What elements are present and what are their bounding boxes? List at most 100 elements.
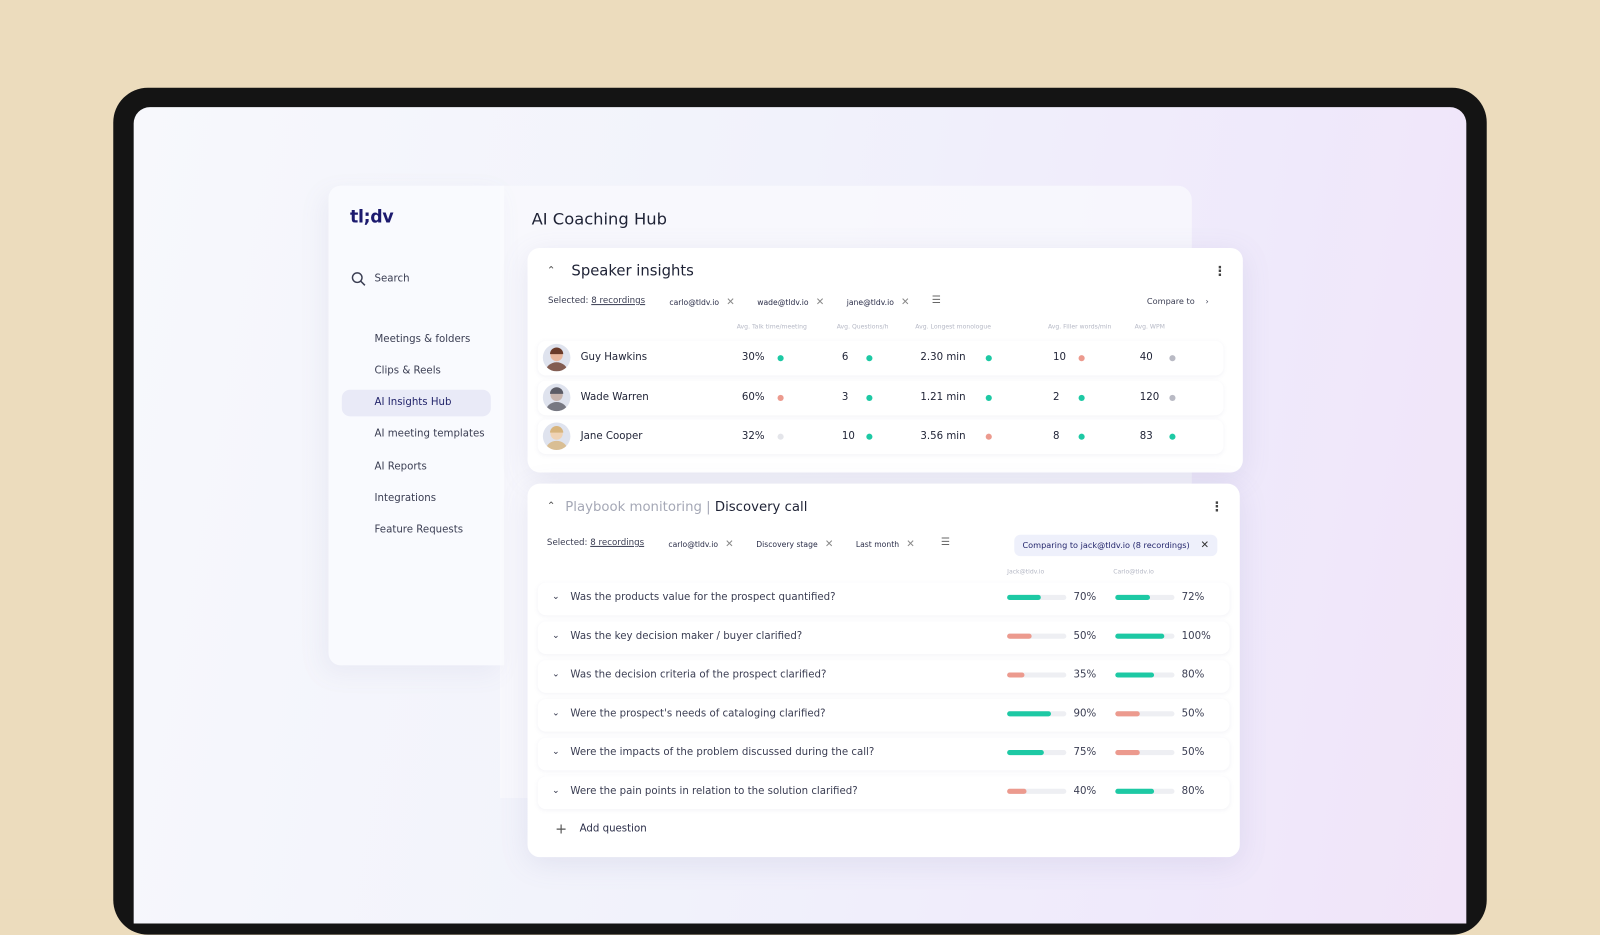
section-label: Playbook monitoring [565, 499, 702, 516]
expand-chevron-icon[interactable]: ⌄ [552, 630, 560, 641]
more-options-icon[interactable]: ⋮ [1210, 499, 1224, 516]
metric-value: 30% [741, 352, 765, 364]
speaker-row[interactable]: Guy Hawkins 30% 6 2.30 min 10 40 [537, 340, 1224, 376]
remove-chip-icon[interactable]: ✕ [906, 538, 915, 550]
question-row[interactable]: ⌄ Was the key decision maker / buyer clar… [537, 621, 1230, 654]
score-bar [1007, 594, 1067, 600]
column-header: Avg. Filler words/min [1047, 323, 1112, 331]
metric-value: 60% [741, 391, 765, 403]
filter-chip[interactable]: wade@tldv.io ✕ [757, 297, 824, 308]
filter-chip[interactable]: jane@tldv.io ✕ [847, 297, 910, 308]
selected-recordings: Selected: 8 recordings [548, 296, 645, 306]
selected-label: Selected: [546, 537, 588, 548]
add-question-label: Add question [579, 823, 647, 835]
score-bar [1007, 672, 1067, 678]
metric-value: 8 [1053, 431, 1060, 443]
compare-to-button[interactable]: Compare to › [1147, 297, 1209, 306]
column-header: Avg. Talk time/meeting [736, 323, 807, 331]
expand-chevron-icon[interactable]: ⌄ [552, 785, 560, 796]
status-dot [1169, 355, 1176, 362]
avatar [542, 383, 571, 411]
speaker-name: Jane Cooper [580, 431, 643, 443]
status-dot [985, 394, 992, 401]
question-row[interactable]: ⌄ Were the pain points in relation to the… [537, 776, 1230, 809]
filter-icon[interactable]: ☰ [940, 536, 950, 548]
report-icon [352, 460, 365, 473]
status-dot [866, 355, 873, 362]
logo[interactable]: tl;dv [349, 207, 394, 228]
more-options-icon[interactable]: ⋮ [1213, 264, 1227, 280]
video-camera-icon [352, 332, 365, 345]
add-question-button[interactable]: + Add question [538, 814, 1230, 847]
comparing-badge[interactable]: Comparing to jack@tldv.io (8 recordings)… [1014, 533, 1218, 557]
sidebar-item-ai-insights-hub[interactable]: AI Insights Hub [341, 389, 491, 416]
remove-chip-icon[interactable]: ✕ [725, 538, 734, 550]
sidebar-item-integrations[interactable]: Integrations [342, 485, 491, 512]
score-percent: 35% [1073, 669, 1097, 681]
sidebar-item-feature-requests[interactable]: Feature Requests [342, 517, 491, 544]
speaker-row[interactable]: Jane Cooper 32% 10 3.56 min 8 83 [537, 419, 1224, 455]
status-dot [1078, 355, 1085, 362]
recordings-link[interactable]: 8 recordings [591, 295, 646, 307]
filter-chip[interactable]: Last month ✕ [856, 539, 915, 550]
status-dot [777, 355, 784, 362]
score-bar [1115, 749, 1175, 755]
remove-chip-icon[interactable]: ✕ [815, 296, 825, 309]
search-button[interactable]: Search [351, 271, 410, 286]
expand-chevron-icon[interactable]: ⌄ [552, 669, 560, 680]
search-icon [351, 272, 366, 286]
sidebar-item-ai-reports[interactable]: AI Reports [342, 453, 491, 480]
speaker-name: Guy Hawkins [580, 352, 648, 364]
question-row[interactable]: ⌄ Were the impacts of the problem discuss… [537, 737, 1230, 770]
filter-chip[interactable]: Discovery stage ✕ [756, 539, 833, 550]
sidebar-item-ai-meeting-templates[interactable]: AI meeting templates [342, 421, 491, 448]
comparing-label: Comparing to jack@tldv.io (8 recordings) [1022, 540, 1190, 550]
speaker-row[interactable]: Wade Warren 60% 3 1.21 min 2 120 [537, 380, 1224, 415]
expand-chevron-icon[interactable]: ⌄ [552, 746, 560, 757]
status-dot [866, 434, 873, 441]
score-percent: 40% [1073, 785, 1097, 797]
question-row[interactable]: ⌄ Was the products value for the prospect… [537, 582, 1230, 616]
collapse-chevron-icon[interactable]: ⌃ [546, 265, 556, 277]
score-percent: 70% [1073, 591, 1097, 604]
close-icon[interactable]: ✕ [1200, 539, 1210, 552]
metric-value: 10 [841, 431, 855, 443]
metric-value: 2 [1053, 391, 1060, 403]
separator: | [706, 499, 711, 516]
score-percent: 50% [1073, 630, 1097, 642]
filter-chip[interactable]: carlo@tldv.io ✕ [668, 539, 733, 550]
score-percent: 50% [1181, 707, 1205, 720]
score-percent: 100% [1181, 630, 1211, 642]
score-bar [1115, 594, 1175, 600]
question-row[interactable]: ⌄ Was the decision criteria of the prospe… [537, 659, 1230, 693]
chip-label: carlo@tldv.io [668, 539, 719, 549]
question-text: Were the pain points in relation to the … [570, 785, 858, 797]
selected-label: Selected: [547, 295, 589, 307]
chip-label: Last month [855, 539, 900, 549]
search-label: Search [374, 273, 410, 285]
score-percent: 72% [1181, 591, 1205, 604]
collapse-chevron-icon[interactable]: ⌃ [546, 501, 556, 513]
sidebar-item-label: Meetings & folders [374, 333, 471, 345]
remove-chip-icon[interactable]: ✕ [901, 296, 910, 309]
metric-value: 3.56 min [920, 431, 966, 443]
filter-icon[interactable]: ☰ [931, 294, 941, 307]
sidebar-item-meetings-folders[interactable]: Meetings & folders [342, 326, 491, 353]
status-dot [777, 434, 784, 441]
question-row[interactable]: ⌄ Were the prospect's needs of cataloging… [537, 698, 1230, 732]
status-dot [985, 434, 992, 441]
sidebar-item-label: Clips & Reels [374, 365, 441, 377]
metric-value: 1.21 min [920, 391, 966, 403]
recordings-link[interactable]: 8 recordings [590, 537, 645, 548]
expand-chevron-icon[interactable]: ⌄ [552, 591, 560, 603]
metric-value: 6 [841, 352, 849, 364]
expand-chevron-icon[interactable]: ⌄ [552, 707, 560, 719]
score-percent: 90% [1073, 707, 1097, 720]
question-text: Was the key decision maker / buyer clari… [570, 630, 803, 642]
remove-chip-icon[interactable]: ✕ [824, 538, 834, 550]
filter-chip[interactable]: carlo@tldv.io ✕ [669, 297, 734, 308]
chip-label: jane@tldv.io [846, 297, 894, 308]
sidebar-item-clips-reels[interactable]: Clips & Reels [342, 357, 491, 384]
remove-chip-icon[interactable]: ✕ [726, 296, 735, 309]
column-header: Carlo@tldv.io [1113, 568, 1154, 576]
